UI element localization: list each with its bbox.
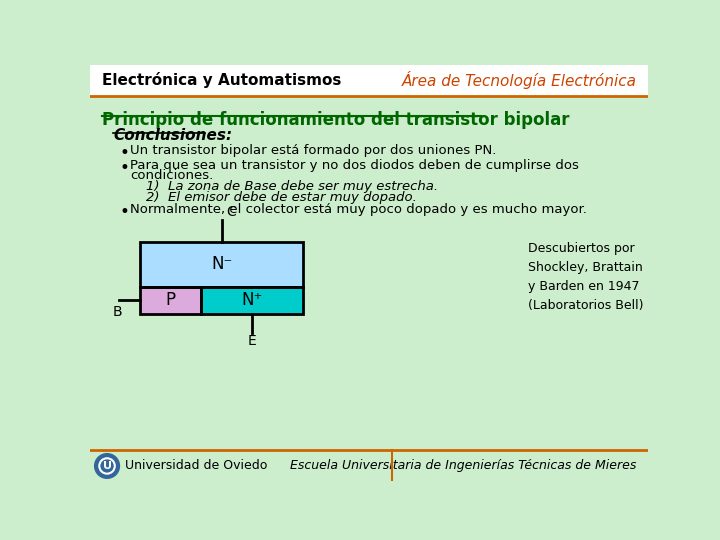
Text: •: •: [120, 144, 130, 162]
Text: Principio de funcionamiento del transistor bipolar: Principio de funcionamiento del transist…: [102, 111, 569, 129]
Text: Normalmente, el colector está muy poco dopado y es mucho mayor.: Normalmente, el colector está muy poco d…: [130, 204, 588, 217]
Text: 2)  El emisor debe de estar muy dopado.: 2) El emisor debe de estar muy dopado.: [145, 191, 417, 204]
Circle shape: [94, 454, 120, 478]
Text: Un transistor bipolar está formado por dos uniones PN.: Un transistor bipolar está formado por d…: [130, 144, 497, 157]
Bar: [140, 242, 303, 287]
Bar: [140, 242, 303, 287]
Text: Escuela Universitaria de Ingenierías Técnicas de Mieres: Escuela Universitaria de Ingenierías Téc…: [290, 460, 636, 472]
Bar: [140, 287, 201, 314]
Text: Universidad de Oviedo: Universidad de Oviedo: [125, 460, 267, 472]
Bar: [201, 287, 303, 314]
Text: condiciones.: condiciones.: [130, 168, 214, 182]
Text: U: U: [102, 461, 112, 471]
Text: N⁺: N⁺: [241, 292, 263, 309]
Bar: [201, 287, 303, 314]
Text: Conclusiones:: Conclusiones:: [113, 128, 233, 143]
Text: E: E: [248, 334, 256, 348]
Text: C: C: [226, 205, 236, 219]
Text: P: P: [166, 292, 176, 309]
Text: N⁻: N⁻: [211, 255, 233, 273]
Bar: [90, 65, 648, 96]
Text: •: •: [120, 159, 130, 177]
Text: B: B: [112, 305, 122, 319]
Text: Área de Tecnología Electrónica: Área de Tecnología Electrónica: [401, 71, 636, 89]
Text: Electrónica y Automatismos: Electrónica y Automatismos: [102, 72, 341, 88]
Text: •: •: [120, 204, 130, 221]
Text: 1)  La zona de Base debe ser muy estrecha.: 1) La zona de Base debe ser muy estrecha…: [145, 180, 438, 193]
Bar: [140, 287, 201, 314]
Text: Para que sea un transistor y no dos diodos deben de cumplirse dos: Para que sea un transistor y no dos diod…: [130, 159, 579, 172]
Text: Descubiertos por
Shockley, Brattain
y Barden en 1947
(Laboratorios Bell): Descubiertos por Shockley, Brattain y Ba…: [528, 241, 644, 312]
